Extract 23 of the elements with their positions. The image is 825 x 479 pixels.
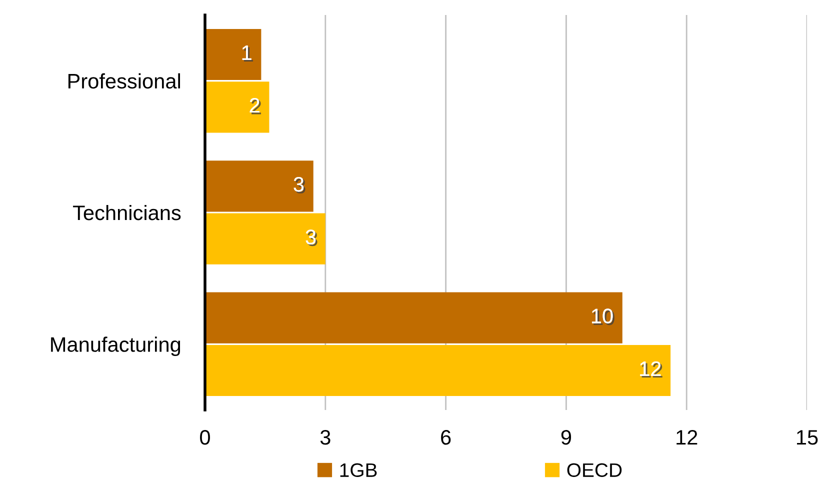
y-tick-label: Manufacturing (51, 336, 180, 356)
x-tick-label: 12 (676, 430, 698, 445)
legend-label: OECD (567, 463, 622, 478)
data-label: 3 (306, 230, 318, 246)
legend-label: 1GB (340, 463, 377, 478)
bar (205, 292, 622, 344)
bar (205, 82, 270, 133)
data-label: 10 (592, 308, 614, 326)
x-tick-label: 9 (561, 430, 572, 445)
x-tick-label: 6 (441, 430, 451, 445)
x-tick-label: 15 (797, 430, 818, 445)
bar (205, 28, 262, 80)
bar (205, 160, 314, 212)
data-label: 1 (242, 46, 254, 62)
bar (205, 344, 671, 396)
data-label: 12 (640, 361, 662, 378)
y-tick-label: Professional (68, 73, 180, 89)
x-tick-label: 0 (200, 430, 210, 445)
data-label: 3 (294, 177, 306, 194)
y-tick-label: Technicians (73, 204, 181, 220)
data-label: 2 (250, 98, 262, 114)
bar (205, 213, 326, 264)
x-tick-label: 3 (320, 430, 330, 445)
